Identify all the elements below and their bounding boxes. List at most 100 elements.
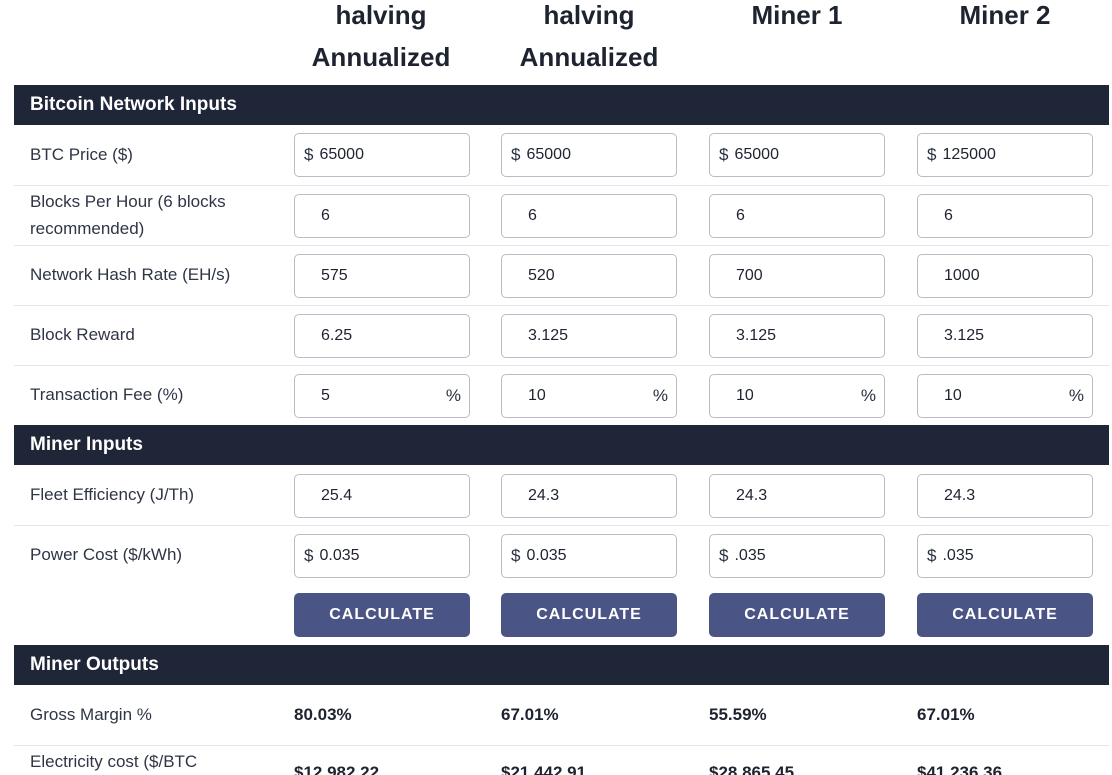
field-value: 65000	[319, 146, 364, 163]
field-value: 0.035	[319, 547, 360, 564]
fleet-efficiency-input-3[interactable]: 24.3	[709, 474, 885, 518]
power-cost-input-4[interactable]: $ .035	[917, 534, 1093, 578]
dollar-prefix: $	[304, 145, 314, 164]
gross-margin-value-4: 67.01%	[917, 705, 975, 724]
fleet-efficiency-input-1[interactable]: 25.4	[294, 474, 470, 518]
block-reward-input-3[interactable]: 3.125	[709, 314, 885, 358]
row-blocks-per-hour: Blocks Per Hour (6 blocks recommended)	[14, 186, 1109, 246]
column-header-4: Miner 2	[917, 0, 1093, 36]
gross-margin-value-1: 80.03%	[294, 705, 352, 724]
calculate-button-2[interactable]: CALCULATE	[501, 593, 677, 637]
power-cost-input-2[interactable]: $0.035	[501, 534, 677, 578]
row-transaction-fee: Transaction Fee (%)	[14, 366, 1109, 425]
btc-price-input-4[interactable]: $125000	[917, 133, 1093, 177]
hash-rate-input-1[interactable]: 575	[294, 254, 470, 298]
calculate-button-1[interactable]: CALCULATE	[294, 593, 470, 637]
field-value: 5	[321, 387, 330, 404]
percent-suffix: %	[860, 386, 876, 405]
hash-rate-input-4[interactable]: 1000	[917, 254, 1093, 298]
fleet-efficiency-input-4[interactable]: 24.3	[917, 474, 1093, 518]
field-value: 3.125	[736, 327, 777, 344]
tx-fee-input-4[interactable]: 10%	[917, 374, 1093, 418]
row-gross-margin: Gross Margin %	[14, 685, 1109, 746]
fleet-efficiency-input-2[interactable]: 24.3	[501, 474, 677, 518]
power-cost-input-1[interactable]: $0.035	[294, 534, 470, 578]
field-value: 700	[736, 267, 763, 284]
field-value: 24.3	[944, 487, 976, 504]
percent-suffix: %	[445, 386, 461, 405]
field-value: 575	[321, 267, 348, 284]
field-value: 1000	[944, 267, 980, 284]
column-header-3: Miner 1	[709, 0, 885, 36]
calculate-button-3[interactable]: CALCULATE	[709, 593, 885, 637]
tx-fee-input-3[interactable]: 10%	[709, 374, 885, 418]
field-value: 6	[321, 207, 330, 224]
dollar-prefix: $	[719, 145, 729, 164]
row-electricity-cost: Electricity cost ($/BTC	[14, 746, 1109, 775]
block-reward-input-1[interactable]: 6.25	[294, 314, 470, 358]
row-label: Transaction Fee (%)	[30, 385, 184, 404]
btc-price-input-3[interactable]: $65000	[709, 133, 885, 177]
dollar-prefix: $	[927, 145, 937, 164]
row-block-reward: Block Reward	[14, 306, 1109, 366]
dollar-prefix: $	[511, 145, 521, 164]
electricity-cost-value-3: $28,865.45	[709, 763, 795, 775]
blocks-per-hour-input-2[interactable]: 6	[501, 194, 677, 238]
section-header-miner-inputs: Miner Inputs	[14, 425, 1109, 465]
dollar-prefix: $	[927, 546, 937, 565]
btc-price-input-1[interactable]: $65000	[294, 133, 470, 177]
field-value: 6	[528, 207, 537, 224]
field-value: .035	[734, 547, 766, 564]
electricity-cost-value-1: $12,982.22	[294, 763, 380, 775]
field-value: 24.3	[736, 487, 768, 504]
dollar-prefix: $	[304, 546, 314, 565]
section-header-network-inputs: Bitcoin Network Inputs	[14, 85, 1109, 125]
power-cost-input-3[interactable]: $ .035	[709, 534, 885, 578]
row-label: Block Reward	[30, 325, 135, 344]
blocks-per-hour-input-3[interactable]: 6	[709, 194, 885, 238]
field-value: 65000	[734, 146, 779, 163]
gross-margin-value-3: 55.59%	[709, 705, 767, 724]
row-power-cost: Power Cost ($/kWh)	[14, 526, 1109, 586]
hash-rate-input-2[interactable]: 520	[501, 254, 677, 298]
row-label: BTC Price ($)	[30, 145, 133, 164]
row-network-hash-rate: Network Hash Rate (EH/s)	[14, 246, 1109, 306]
field-value: 10	[528, 387, 546, 404]
block-reward-input-4[interactable]: 3.125	[917, 314, 1093, 358]
hash-rate-input-3[interactable]: 700	[709, 254, 885, 298]
calculate-button-4[interactable]: CALCULATE	[917, 593, 1093, 637]
field-value: 6.25	[321, 327, 353, 344]
field-value: 3.125	[944, 327, 985, 344]
field-value: 3.125	[528, 327, 569, 344]
field-value: 10	[736, 387, 754, 404]
column-header-line2: Annualized	[519, 42, 659, 72]
blocks-per-hour-input-4[interactable]: 6	[917, 194, 1093, 238]
field-value: 24.3	[528, 487, 560, 504]
field-value: 125000	[942, 146, 996, 163]
electricity-cost-value-2: $21,442.91	[501, 763, 587, 775]
row-fleet-efficiency: Fleet Efficiency (J/Th)	[14, 465, 1109, 526]
blocks-per-hour-input-1[interactable]: 6	[294, 194, 470, 238]
field-value: 6	[736, 207, 745, 224]
field-value: .035	[942, 547, 974, 564]
dollar-prefix: $	[511, 546, 521, 565]
row-label: Gross Margin %	[30, 705, 152, 724]
tx-fee-input-2[interactable]: 10%	[501, 374, 677, 418]
column-header-line1: halving	[335, 0, 427, 30]
field-value: 25.4	[321, 487, 353, 504]
tx-fee-input-1[interactable]: 5%	[294, 374, 470, 418]
block-reward-input-2[interactable]: 3.125	[501, 314, 677, 358]
btc-price-input-2[interactable]: $65000	[501, 133, 677, 177]
electricity-cost-value-4: $41,236.36	[917, 763, 1003, 775]
row-label: Blocks Per Hour (6 blocks recommended)	[30, 192, 226, 238]
column-header-line1: halving	[543, 0, 635, 30]
row-label: Fleet Efficiency (J/Th)	[30, 485, 195, 504]
row-label: Electricity cost ($/BTC	[30, 752, 198, 771]
percent-suffix: %	[652, 386, 668, 405]
field-value: 65000	[526, 146, 571, 163]
field-value: 520	[528, 267, 555, 284]
percent-suffix: %	[1068, 386, 1084, 405]
row-btc-price: BTC Price ($)	[14, 125, 1109, 186]
column-header-line2: Annualized	[311, 42, 451, 72]
column-header-line1: Miner 2	[959, 0, 1051, 30]
